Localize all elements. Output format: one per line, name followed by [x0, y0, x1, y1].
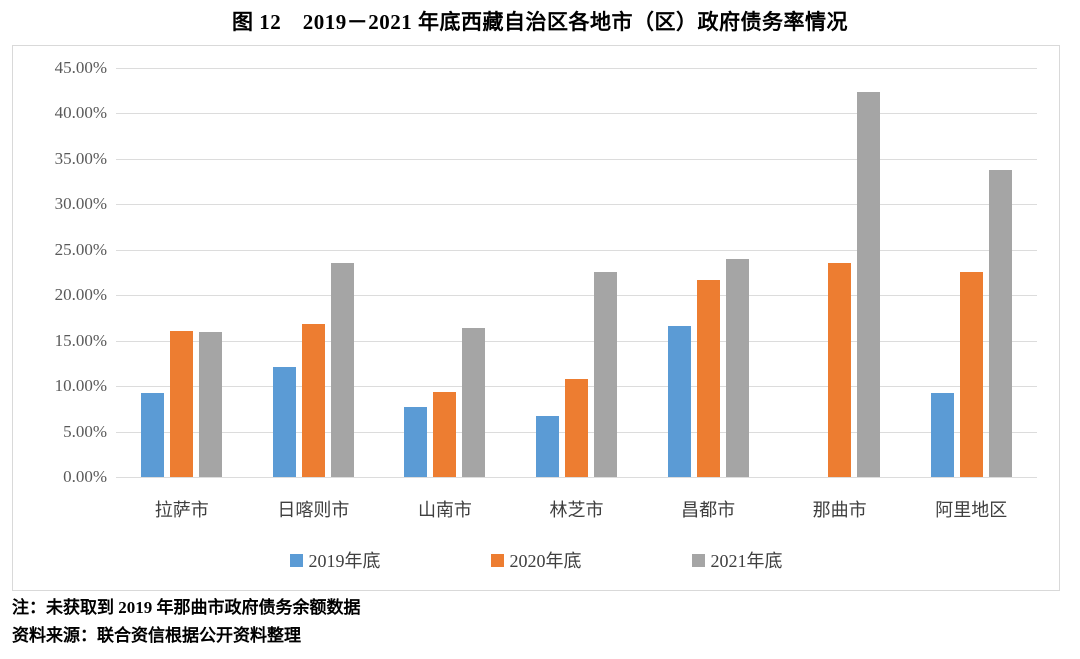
gridline [116, 477, 1037, 478]
bar-group [774, 68, 906, 477]
bar [667, 326, 691, 477]
x-axis-category-label: 山南市 [417, 500, 472, 520]
legend-swatch-icon [289, 553, 303, 567]
x-axis-category-label: 昌都市 [681, 500, 736, 520]
bar [404, 407, 428, 477]
bar [141, 393, 165, 477]
legend-item: 2019年底 [289, 547, 381, 573]
bar [594, 271, 618, 477]
x-axis-category-label: 那曲市 [812, 500, 867, 520]
y-axis-tick-label: 30.00% [54, 194, 107, 214]
y-axis-tick-label: 45.00% [54, 58, 107, 77]
legend-label: 2021年底 [710, 551, 783, 571]
bar-group [116, 68, 248, 477]
gridline [116, 204, 1037, 206]
y-axis-tick-label: 40.00% [54, 103, 107, 123]
chart-title: 图 12 2019－2021 年底西藏自治区各地市（区）政府债务率情况 [232, 10, 848, 34]
bar [330, 262, 354, 477]
gridline [116, 158, 1037, 160]
bar [725, 258, 749, 477]
x-axis: 拉萨市 日喀则市 山南市 林芝市 昌都市 那曲市 阿里地区 [116, 496, 1037, 522]
chart-frame: 45.00% 40.00% 35.00% 30.00% 25.00% 20.00% 15.0… [12, 45, 1060, 591]
bar [199, 331, 223, 477]
bar [536, 416, 560, 477]
bar [272, 367, 296, 477]
y-axis-tick-label: 0.00% [63, 467, 107, 486]
y-axis-tick-label: 35.00% [54, 148, 107, 168]
gridline [116, 113, 1037, 115]
x-axis-category-label: 阿里地区 [935, 500, 1008, 520]
bar [857, 91, 881, 477]
y-axis-tick-label: 10.00% [54, 376, 107, 396]
plot-area [116, 68, 1037, 477]
legend-item: 2020年底 [490, 547, 582, 573]
chart-notes: 注：未获取到 2019 年那曲市政府债务余额数据 资料来源：联合资信根据公开资料… [12, 594, 361, 650]
gridline [116, 249, 1037, 251]
legend-swatch-icon [490, 553, 504, 567]
bar [930, 393, 954, 477]
bar [828, 263, 852, 477]
y-axis-tick-label: 5.00% [63, 421, 107, 441]
bar [696, 279, 720, 477]
y-axis-tick-label: 20.00% [54, 285, 107, 305]
bar [462, 327, 486, 477]
bar-group [905, 68, 1037, 477]
x-axis-category-label: 日喀则市 [277, 500, 350, 520]
bar-group [642, 68, 774, 477]
bar [959, 271, 983, 477]
source-line: 资料来源：联合资信根据公开资料整理 [12, 626, 301, 645]
y-axis-tick-label: 15.00% [54, 330, 107, 350]
bar-group [511, 68, 643, 477]
x-axis-category-label: 林芝市 [549, 500, 604, 520]
bar-group [248, 68, 380, 477]
legend-item: 2021年底 [691, 547, 783, 573]
gridline [116, 295, 1037, 297]
x-axis-category-label: 拉萨市 [154, 500, 209, 520]
legend-label: 2019年底 [308, 551, 381, 571]
bar [565, 378, 589, 477]
bar [301, 324, 325, 477]
bar-group [379, 68, 511, 477]
legend-swatch-icon [691, 553, 705, 567]
bar [433, 392, 457, 477]
gridline [116, 340, 1037, 342]
bar [988, 169, 1012, 477]
legend: 2019年底 2020年底 2021年底 [13, 547, 1059, 573]
y-axis-tick-label: 25.00% [54, 239, 107, 259]
legend-label: 2020年底 [509, 551, 582, 571]
gridline [116, 68, 1037, 69]
note-line: 注：未获取到 2019 年那曲市政府债务余额数据 [12, 598, 361, 617]
bar [170, 330, 194, 477]
